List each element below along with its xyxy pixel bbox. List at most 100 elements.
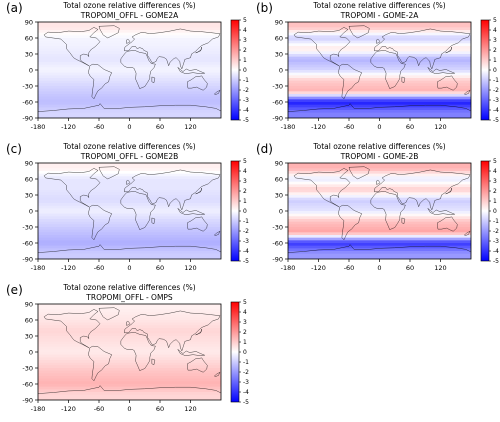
y-tick-label: -90 [22, 396, 33, 404]
y-tick-label: 0 [279, 207, 283, 215]
heatmap-band [38, 325, 221, 329]
heatmap-band [38, 165, 221, 169]
chart-title: Total ozone relative differences (%) [312, 1, 445, 10]
colorbar-tick-label: 2 [493, 188, 497, 195]
y-tick-label: -90 [272, 255, 283, 263]
heatmap-band [288, 38, 471, 42]
colorbar-tick-label: -3 [243, 97, 249, 104]
heatmap-band [288, 48, 471, 52]
heatmap-band [288, 104, 471, 108]
chart-subtitle: TROPOMI_OFFL - OMPS [85, 293, 173, 302]
x-tick-label: 120 [434, 264, 446, 272]
heatmap-band [38, 346, 221, 350]
colorbar-tick-label: 2 [493, 47, 497, 54]
y-tick-label: 60 [25, 316, 33, 324]
x-tick-label: 0 [127, 123, 131, 131]
heatmap-band [38, 360, 221, 364]
heatmap-band [38, 179, 221, 183]
heatmap-band [288, 219, 471, 223]
x-tick-label: -180 [31, 123, 46, 131]
heatmap-band [38, 330, 221, 334]
chart-panel: (a) Total ozone relative differences (%)T… [6, 1, 249, 131]
heatmap-band [38, 336, 221, 340]
heatmap-band [38, 62, 221, 66]
colorbar-tick-label: -1 [493, 77, 499, 84]
colorbar-tick-label: 2 [243, 47, 247, 54]
x-tick-label: -120 [311, 123, 326, 131]
heatmap-band [38, 229, 221, 233]
heatmap-band [38, 354, 221, 358]
y-tick-label: -60 [272, 98, 283, 106]
colorbar-tick-label: -5 [493, 117, 499, 124]
x-tick-label: -60 [94, 264, 105, 272]
y-tick-label: 60 [275, 34, 283, 42]
heatmap-band [38, 51, 221, 55]
heatmap-band [38, 112, 221, 116]
heatmap-band [288, 197, 471, 201]
colorbar-tick-label: 1 [243, 57, 247, 64]
heatmap-band [288, 110, 471, 114]
heatmap-band [38, 338, 221, 342]
heatmap-band [38, 237, 221, 241]
heatmap-band [38, 83, 221, 87]
heatmap-band [288, 221, 471, 225]
heatmap-band [38, 200, 221, 204]
heatmap-band [288, 64, 471, 68]
heatmap-band [288, 30, 471, 34]
heatmap-band [38, 352, 221, 356]
heatmap-band [288, 56, 471, 60]
colorbar-tick-label: -5 [243, 117, 249, 124]
heatmap-band [288, 251, 471, 255]
heatmap-band [38, 102, 221, 106]
heatmap-band [38, 389, 221, 393]
heatmap-band [38, 357, 221, 361]
heatmap-band [38, 189, 221, 193]
colorbar-tick-label: 3 [243, 319, 247, 326]
x-tick-label: 0 [127, 405, 131, 413]
colorbar-tick-label: 3 [493, 178, 497, 185]
y-tick-label: 0 [29, 348, 33, 356]
x-tick-label: 0 [377, 264, 381, 272]
colorbar-tick-label: -2 [493, 228, 499, 235]
heatmap-band [38, 216, 221, 220]
heatmap-band [38, 397, 221, 400]
heatmap-band [288, 168, 471, 172]
colorbar-tick-label: 4 [493, 168, 497, 175]
y-tick-label: -90 [272, 114, 283, 122]
heatmap-band [38, 232, 221, 236]
heatmap-band [288, 192, 471, 196]
heatmap-band [288, 205, 471, 209]
colorbar-tick-label: -3 [243, 379, 249, 386]
heatmap-band [38, 168, 221, 172]
heatmap-band [38, 75, 221, 79]
colorbar [480, 19, 490, 121]
heatmap-band [288, 99, 471, 103]
heatmap-band [38, 248, 221, 252]
x-tick-label: -60 [344, 264, 355, 272]
x-tick-label: 60 [406, 264, 414, 272]
x-tick-label: -60 [94, 405, 105, 413]
heatmap-band [288, 27, 471, 31]
heatmap-band [38, 378, 221, 382]
heatmap-band [38, 256, 221, 259]
heatmap-band [288, 102, 471, 106]
heatmap-band [38, 35, 221, 39]
y-tick-label: 60 [25, 34, 33, 42]
heatmap-band [288, 94, 471, 98]
heatmap-band [38, 240, 221, 244]
colorbar-tick-label: -4 [243, 248, 249, 255]
heatmap-band [38, 203, 221, 207]
colorbar-tick-label: 1 [493, 198, 497, 205]
chart-title: Total ozone relative differences (%) [62, 1, 195, 10]
heatmap-band [288, 171, 471, 175]
x-tick-label: -120 [61, 264, 76, 272]
x-tick-label: -120 [61, 405, 76, 413]
heatmap-band [288, 245, 471, 249]
colorbar-tick-label: 4 [243, 168, 247, 175]
heatmap-band [38, 115, 221, 118]
heatmap-band [38, 304, 221, 308]
x-tick-label: 0 [377, 123, 381, 131]
heatmap-band [38, 184, 221, 188]
heatmap-band [288, 195, 471, 199]
heatmap-band [38, 72, 221, 76]
